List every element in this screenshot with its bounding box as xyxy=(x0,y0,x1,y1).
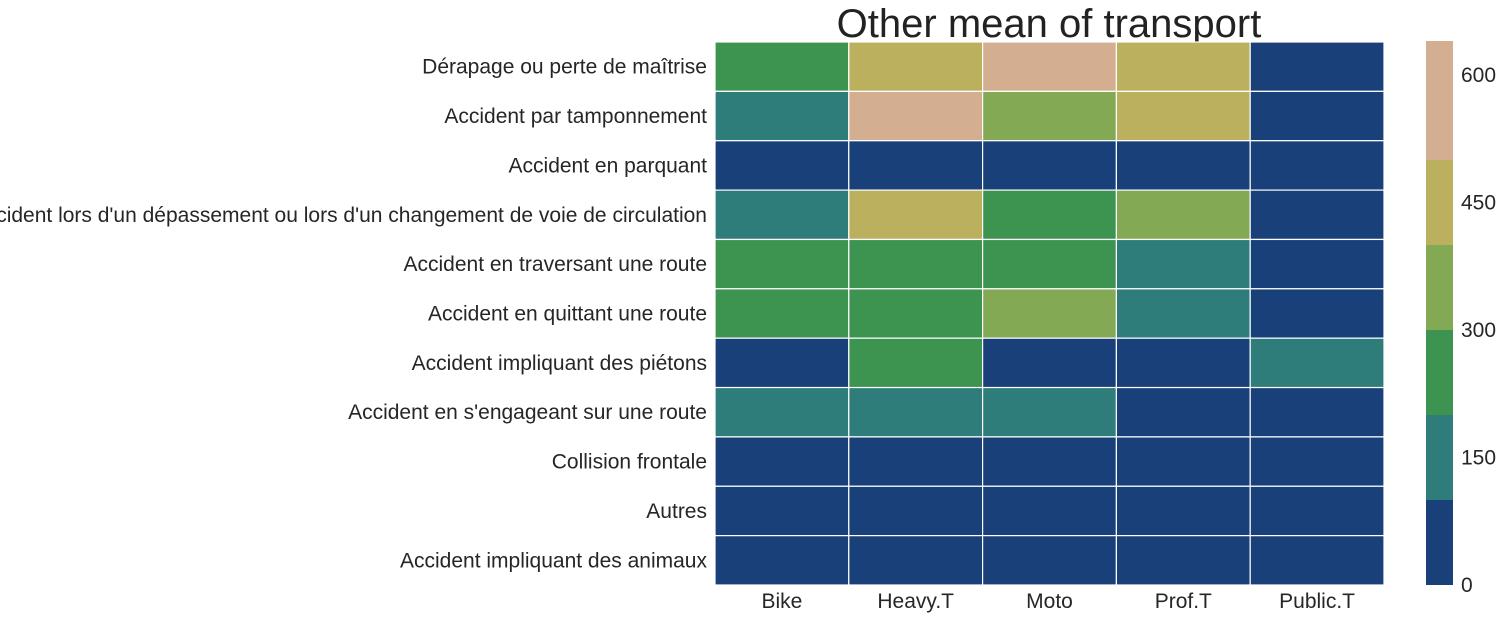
heatmap-cell xyxy=(714,485,850,537)
y-tick-label: Accident par tamponnement xyxy=(444,105,707,128)
heatmap-cell xyxy=(981,288,1117,339)
heatmap-cell xyxy=(981,238,1117,290)
y-tick-label: Accident en s'engageant sur une route xyxy=(348,401,707,424)
heatmap-cell xyxy=(714,288,850,339)
y-tick-label: Accident impliquant des piétons xyxy=(412,352,707,375)
heatmap-cell xyxy=(714,90,850,142)
heatmap-cell xyxy=(1249,90,1385,142)
heatmap-cell xyxy=(714,140,850,191)
colorbar: 0 150 300 450 600 xyxy=(1426,41,1496,597)
heatmap-cell xyxy=(848,238,984,290)
heatmap-cell xyxy=(714,436,850,487)
x-tick-label: Public.T xyxy=(1279,590,1355,613)
heatmap-cell xyxy=(1249,140,1385,191)
heatmap-cell xyxy=(1249,288,1385,339)
heatmap-cell xyxy=(1249,337,1385,389)
heatmap-cell xyxy=(1115,288,1251,339)
heatmap-cell xyxy=(848,386,984,438)
heatmap-cell xyxy=(1115,41,1251,92)
y-tick-label: Collision frontale xyxy=(552,451,707,474)
y-tick-label: Accident en quittant une route xyxy=(428,303,707,326)
x-tick-label: Prof.T xyxy=(1155,590,1212,613)
heatmap-cell xyxy=(1249,41,1385,92)
heatmap-cell xyxy=(714,386,850,438)
colorbar-tick-label: 600 xyxy=(1461,64,1496,87)
heatmap-cell xyxy=(1249,535,1385,586)
colorbar-segment xyxy=(1426,500,1453,585)
heatmap-cell xyxy=(981,436,1117,487)
heatmap-cell xyxy=(1115,535,1251,586)
heatmap-cell xyxy=(1115,337,1251,389)
heatmap-cell xyxy=(848,485,984,537)
y-tick-label: Accident en parquant xyxy=(509,154,708,177)
x-tick-label: Bike xyxy=(761,590,802,613)
heatmap-cell xyxy=(1249,238,1385,290)
heatmap-cell xyxy=(714,238,850,290)
colorbar-segment xyxy=(1426,330,1453,415)
heatmap-cell xyxy=(714,337,850,389)
heatmap-cell xyxy=(1249,485,1385,537)
heatmap-cell xyxy=(1249,436,1385,487)
heatmap-cells xyxy=(714,41,1385,586)
heatmap-cell xyxy=(1115,485,1251,537)
y-tick-label: Accident lors d'un dépassement ou lors d… xyxy=(0,204,707,227)
heatmap-cell xyxy=(1115,189,1251,241)
heatmap-cell xyxy=(714,189,850,241)
colorbar-segment xyxy=(1426,415,1453,500)
heatmap-cell xyxy=(1249,189,1385,241)
colorbar-tick-label: 300 xyxy=(1461,319,1496,342)
colorbar-tick-label: 450 xyxy=(1461,192,1496,215)
y-tick-label: Autres xyxy=(646,500,707,523)
colorbar-tick-label: 0 xyxy=(1461,574,1473,597)
y-axis-labels: Dérapage ou perte de maîtrise Accident pa… xyxy=(0,56,707,573)
heatmap-cell xyxy=(981,90,1117,142)
heatmap-cell xyxy=(848,288,984,339)
colorbar-segment xyxy=(1426,41,1453,160)
heatmap-cell xyxy=(714,535,850,586)
heatmap-cell xyxy=(981,140,1117,191)
heatmap-cell xyxy=(848,189,984,241)
heatmap-cell xyxy=(1115,386,1251,438)
chart-title: Other mean of transport xyxy=(837,2,1262,46)
colorbar-tick-label: 150 xyxy=(1461,447,1496,470)
colorbar-segment xyxy=(1426,160,1453,245)
x-axis-labels: Bike Heavy.T Moto Prof.T Public.T xyxy=(761,590,1355,613)
heatmap-cell xyxy=(1115,90,1251,142)
heatmap-cell xyxy=(848,337,984,389)
x-tick-label: Moto xyxy=(1026,590,1073,613)
heatmap-cell xyxy=(981,386,1117,438)
heatmap-cell xyxy=(1115,140,1251,191)
heatmap-cell xyxy=(848,140,984,191)
y-tick-label: Accident impliquant des animaux xyxy=(400,549,708,572)
heatmap-cell xyxy=(714,41,850,92)
heatmap-cell xyxy=(1249,386,1385,438)
heatmap-cell xyxy=(1115,238,1251,290)
heatmap-cell xyxy=(981,485,1117,537)
heatmap-cell xyxy=(848,41,984,92)
x-tick-label: Heavy.T xyxy=(877,590,954,613)
colorbar-segment xyxy=(1426,245,1453,330)
heatmap-cell xyxy=(1115,436,1251,487)
heatmap-cell xyxy=(981,535,1117,586)
heatmap-cell xyxy=(981,41,1117,92)
heatmap-cell xyxy=(981,189,1117,241)
heatmap-cell xyxy=(981,337,1117,389)
heatmap-cell xyxy=(848,436,984,487)
y-tick-label: Dérapage ou perte de maîtrise xyxy=(422,56,707,79)
heatmap-cell xyxy=(848,90,984,142)
y-tick-label: Accident en traversant une route xyxy=(403,253,707,276)
heatmap-cell xyxy=(848,535,984,586)
